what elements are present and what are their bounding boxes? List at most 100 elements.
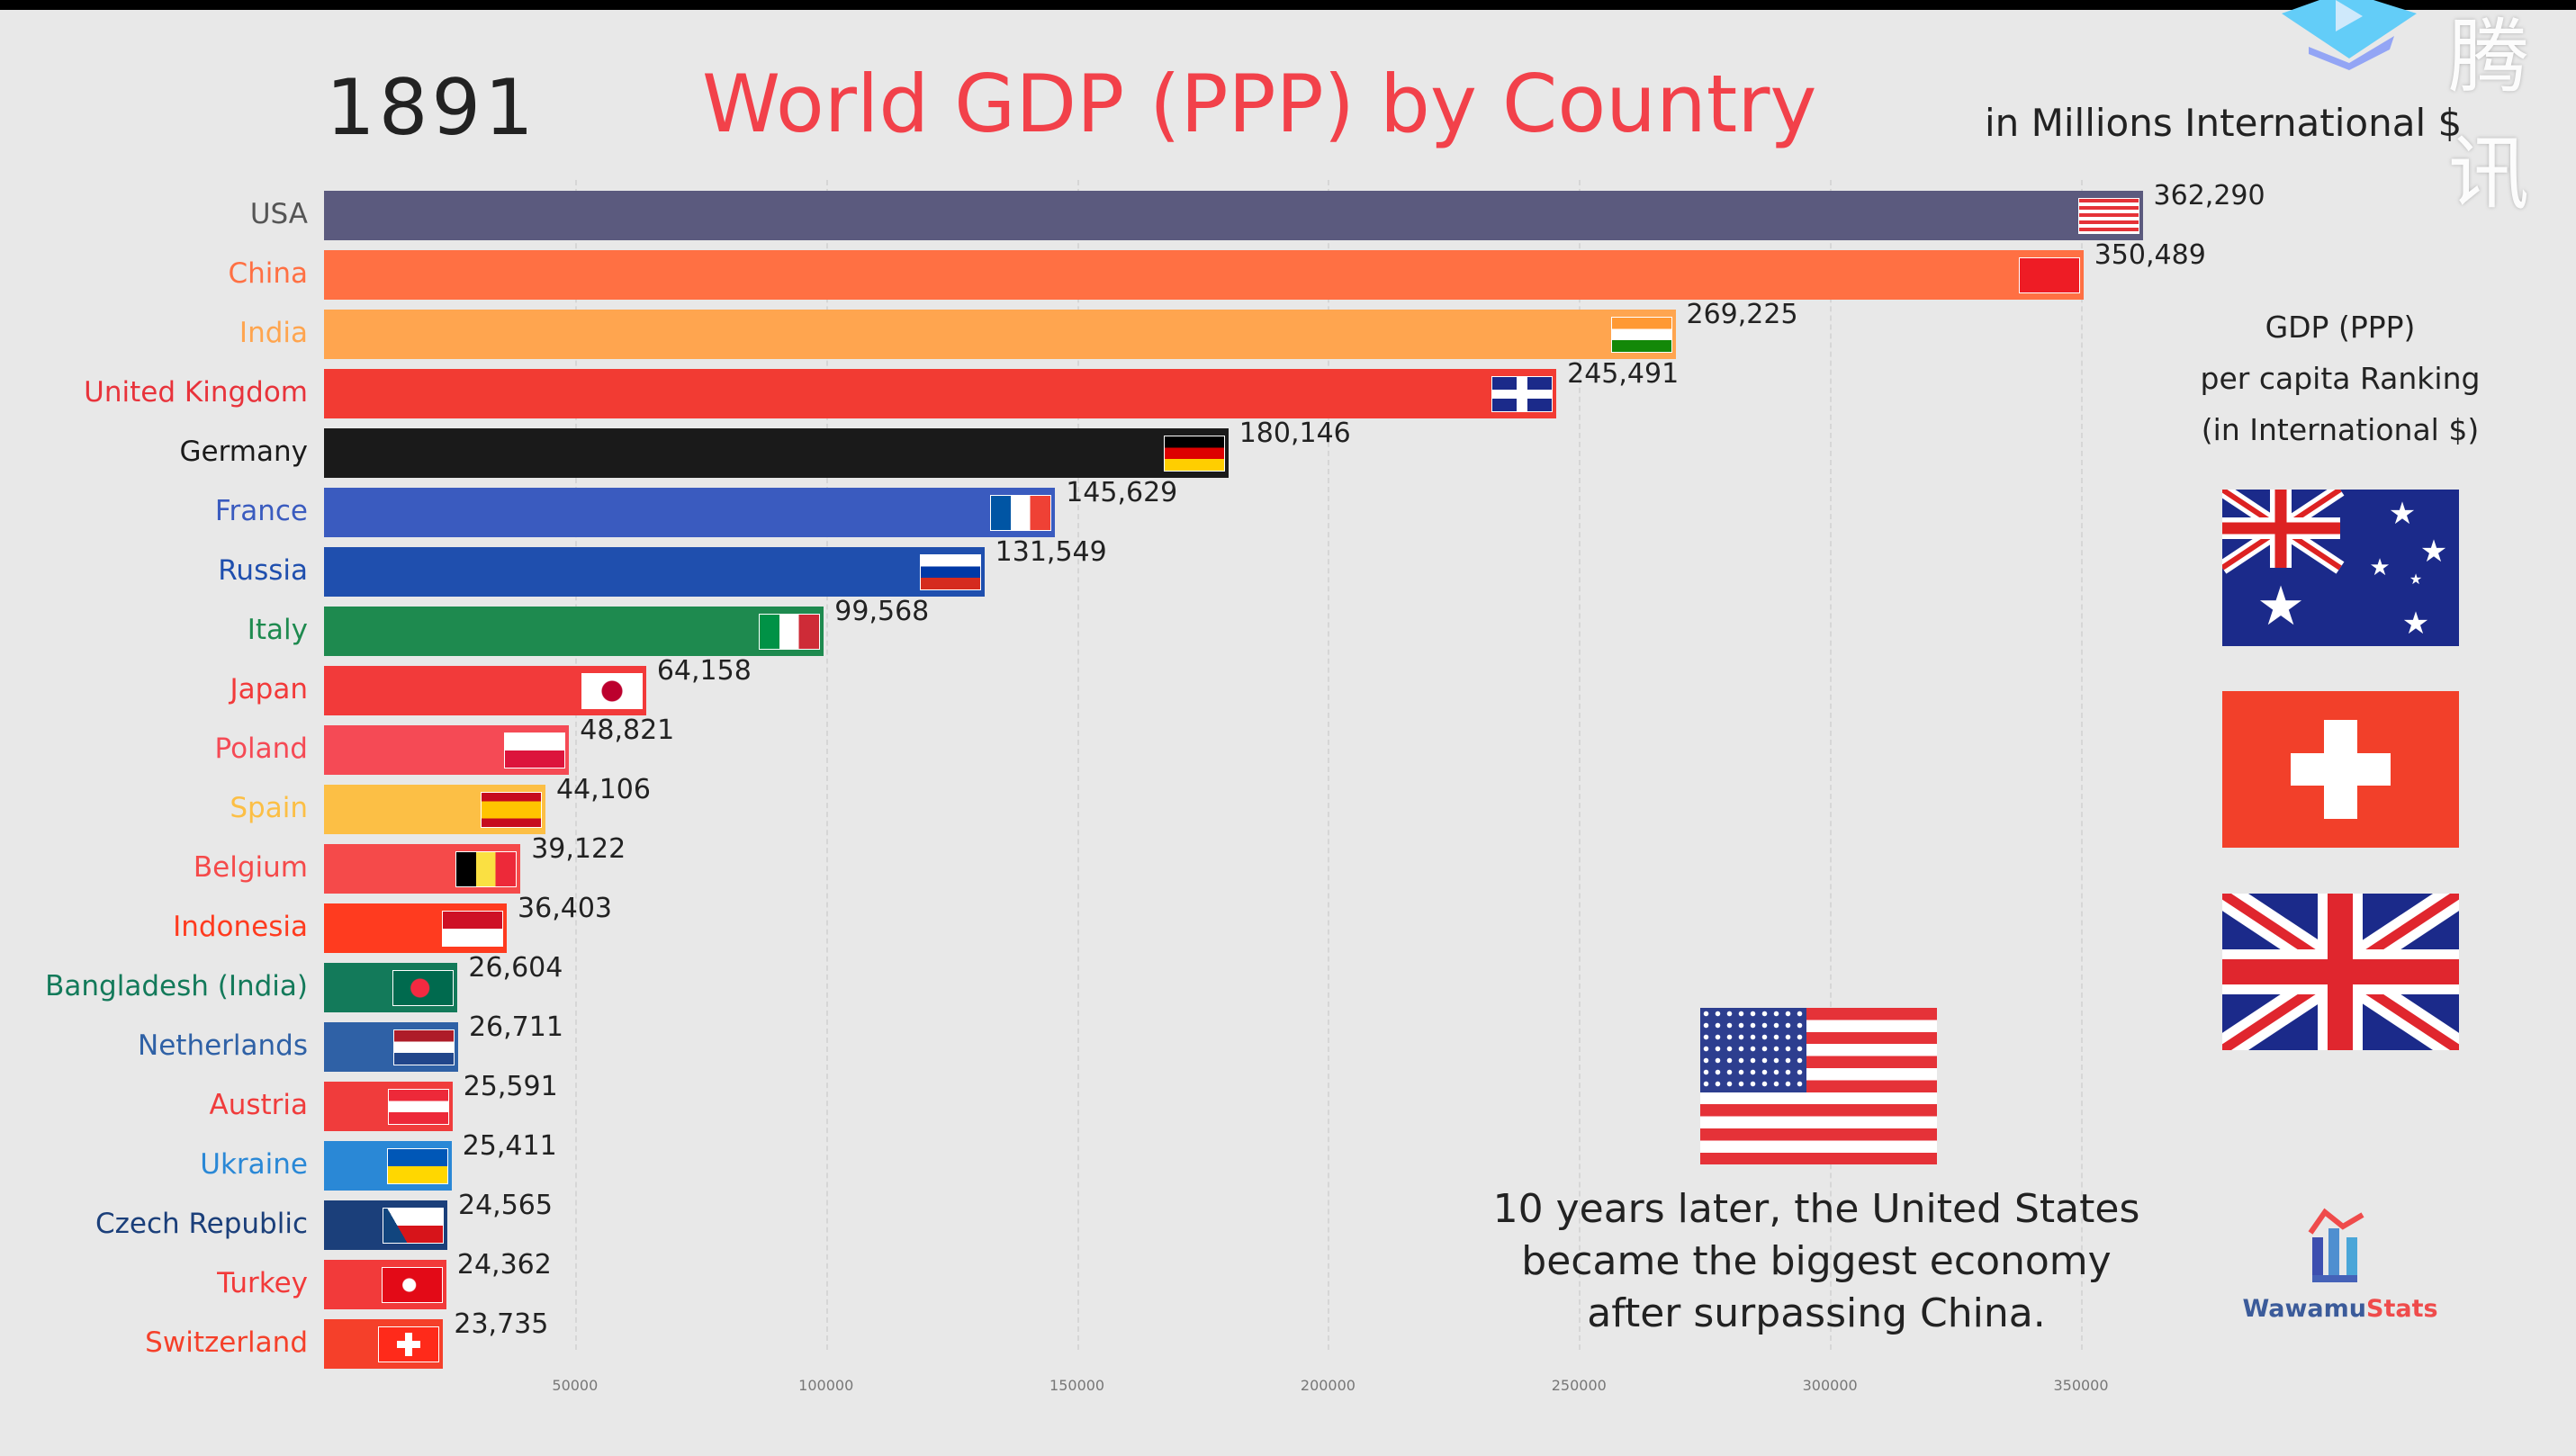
cn-flag-icon xyxy=(2018,257,2080,293)
it-flag-icon xyxy=(759,614,821,650)
country-label: Russia xyxy=(218,554,308,587)
be-flag-icon xyxy=(455,851,518,887)
year-label: 1891 xyxy=(326,63,537,153)
x-tick-label: 350000 xyxy=(2053,1377,2109,1394)
nl-flag-icon xyxy=(392,1029,455,1065)
value-label: 23,735 xyxy=(454,1308,549,1340)
caption-line: became the biggest economy xyxy=(1521,1238,2112,1284)
country-label: Spain xyxy=(230,792,308,824)
united-kingdom-flag-icon xyxy=(2214,881,2467,1063)
bar xyxy=(324,428,1229,478)
value-label: 362,290 xyxy=(2153,180,2265,211)
id-flag-icon xyxy=(442,911,504,947)
bar xyxy=(324,844,521,894)
cz-flag-icon xyxy=(383,1208,444,1244)
ranking-title-line: per capita Ranking xyxy=(2200,361,2481,396)
bar xyxy=(324,903,508,953)
value-label: 99,568 xyxy=(834,596,930,627)
x-tick-label: 50000 xyxy=(552,1377,599,1394)
gridline xyxy=(1328,180,1330,1350)
country-label: Germany xyxy=(179,436,308,468)
ua-flag-icon xyxy=(386,1148,448,1184)
x-tick-label: 150000 xyxy=(1049,1377,1105,1394)
x-tick-label: 100000 xyxy=(798,1377,854,1394)
bar xyxy=(324,1319,444,1369)
bar xyxy=(324,1022,458,1072)
value-label: 245,491 xyxy=(1567,358,1680,390)
bar xyxy=(324,1200,447,1250)
svg-text:★: ★ xyxy=(2409,571,2422,588)
value-label: 39,122 xyxy=(531,833,626,865)
australia-flag-icon: ★ ★ ★ ★ ★ ★ xyxy=(2218,483,2459,646)
x-tick-label: 250000 xyxy=(1551,1377,1607,1394)
caption-line: after surpassing China. xyxy=(1587,1290,2046,1336)
chart-subtitle: in Millions International $ xyxy=(1985,101,2463,145)
watermark-text: 腾讯 xyxy=(2448,10,2529,221)
country-label: Netherlands xyxy=(138,1029,308,1062)
value-label: 44,106 xyxy=(555,774,651,805)
de-flag-icon xyxy=(1163,436,1225,472)
value-label: 24,565 xyxy=(458,1190,553,1221)
country-label: Italy xyxy=(247,614,308,646)
svg-text:★: ★ xyxy=(2256,575,2305,638)
bar xyxy=(324,1260,446,1309)
caption-line: 10 years later, the United States xyxy=(1492,1186,2140,1232)
es-flag-icon xyxy=(480,792,542,828)
pl-flag-icon xyxy=(504,732,566,768)
value-label: 48,821 xyxy=(580,715,675,746)
bar xyxy=(324,1082,453,1131)
value-label: 25,411 xyxy=(462,1130,557,1162)
in-flag-icon xyxy=(1610,317,1672,353)
country-label: Bangladesh (India) xyxy=(45,970,308,1002)
value-label: 180,146 xyxy=(1238,418,1351,449)
at-flag-icon xyxy=(387,1089,449,1125)
value-label: 269,225 xyxy=(1686,299,1798,330)
chart-title: World GDP (PPP) by Country xyxy=(702,58,1817,150)
value-label: 26,711 xyxy=(468,1011,563,1043)
value-label: 26,604 xyxy=(468,952,563,984)
gridline xyxy=(1830,180,1833,1350)
country-label: Austria xyxy=(209,1089,308,1121)
value-label: 36,403 xyxy=(518,893,612,924)
bar xyxy=(324,250,2084,300)
ch-flag-icon xyxy=(378,1326,440,1362)
top-black-bar xyxy=(0,0,2576,10)
ranking-title: GDP (PPP) per capita Ranking (in Interna… xyxy=(2178,301,2502,455)
bar xyxy=(324,547,985,597)
bar xyxy=(324,666,646,715)
value-label: 25,591 xyxy=(463,1071,558,1102)
switzerland-flag-icon xyxy=(2222,691,2459,848)
svg-text:★: ★ xyxy=(2369,554,2390,581)
ranking-title-line: (in International $) xyxy=(2201,412,2480,447)
country-label: Japan xyxy=(230,673,308,706)
bar xyxy=(324,310,1676,359)
country-label: France xyxy=(214,495,308,527)
jp-flag-icon xyxy=(581,673,643,709)
gridline xyxy=(1076,180,1079,1350)
uk-flag-icon xyxy=(1491,376,1554,412)
logo-text-part1: Wawamu xyxy=(2242,1295,2366,1323)
country-label: Belgium xyxy=(193,851,308,884)
value-label: 350,489 xyxy=(2094,239,2206,271)
us-flag-icon xyxy=(2077,198,2139,234)
value-label: 131,549 xyxy=(995,536,1107,568)
tr-flag-icon xyxy=(381,1267,443,1303)
svg-text:★: ★ xyxy=(2389,496,2416,532)
country-label: Ukraine xyxy=(200,1148,308,1181)
ru-flag-icon xyxy=(919,554,981,590)
bar xyxy=(324,369,1557,418)
gridline xyxy=(1579,180,1581,1350)
value-label: 64,158 xyxy=(656,655,752,687)
x-tick-label: 200000 xyxy=(1300,1377,1356,1394)
bar xyxy=(324,607,824,656)
ranking-title-line: GDP (PPP) xyxy=(2265,310,2416,345)
fr-flag-icon xyxy=(990,495,1052,531)
country-label: India xyxy=(239,317,308,349)
wawamustats-logo: WawamuStats xyxy=(2241,1201,2439,1323)
value-label: 145,629 xyxy=(1066,477,1178,508)
gridline xyxy=(825,180,828,1350)
wawamustats-logo-icon xyxy=(2308,1208,2364,1282)
country-label: Czech Republic xyxy=(95,1208,308,1240)
country-label: Turkey xyxy=(217,1267,308,1299)
